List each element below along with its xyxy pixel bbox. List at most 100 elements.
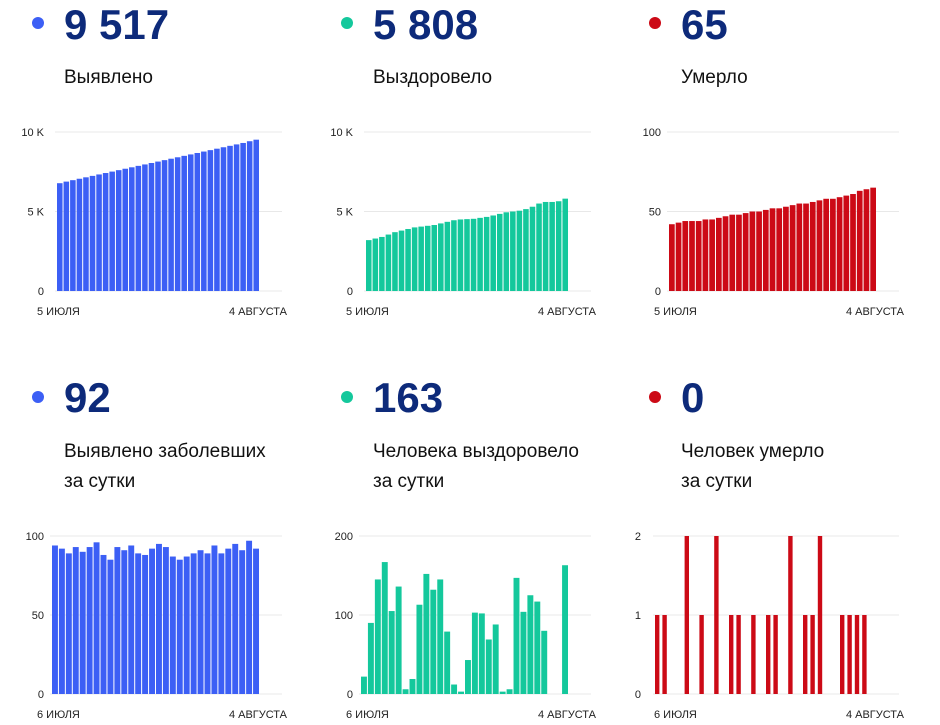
- bar: [478, 613, 485, 694]
- bar: [86, 547, 93, 694]
- y-tick-label: 0: [635, 689, 641, 701]
- bar: [253, 548, 259, 694]
- stat-label-line: за сутки: [681, 471, 753, 492]
- stat-label: Умерло: [681, 63, 748, 93]
- bar: [776, 208, 783, 291]
- bar: [218, 553, 225, 694]
- bar: [57, 183, 63, 291]
- stat-label: Выявлено: [64, 63, 153, 93]
- stat-label-line: Человека выздоровело: [373, 441, 580, 462]
- bar: [789, 205, 796, 291]
- stat-label-line: Выздоровело: [373, 67, 493, 88]
- bar: [381, 562, 388, 694]
- bar: [211, 545, 218, 694]
- y-tick-label: 100: [643, 127, 661, 139]
- bar: [783, 206, 789, 291]
- bar: [549, 201, 555, 291]
- x-end-label: 4 АВГУСТА: [229, 709, 288, 721]
- y-tick-label: 5 K: [336, 207, 353, 219]
- y-tick-label: 10 K: [330, 127, 353, 139]
- bar: [102, 173, 109, 291]
- chart-died-daily: 0 1 2 6 ИЮЛЯ 4 АВГУСТА: [635, 531, 905, 721]
- bar: [847, 615, 852, 694]
- bar: [850, 194, 856, 291]
- bar: [402, 689, 409, 694]
- stat-label: Выявлено заболевших за сутки: [64, 437, 266, 497]
- chart-detected-total: 0 5 K 10 K 5 ИЮЛЯ 4 АВГУСТА: [21, 127, 287, 318]
- bar: [418, 226, 424, 291]
- bar: [856, 190, 863, 291]
- bar: [367, 622, 374, 694]
- bar: [684, 536, 689, 694]
- bar: [870, 187, 876, 291]
- stat-value: 9 517: [64, 1, 170, 48]
- y-tick-label: 100: [335, 610, 353, 622]
- y-tick-label: 5 K: [27, 207, 44, 219]
- bar: [810, 615, 815, 694]
- legend-dot: [649, 391, 661, 403]
- bar: [239, 550, 246, 694]
- bar: [862, 615, 867, 694]
- bar: [204, 553, 211, 694]
- bar: [372, 238, 379, 291]
- bar: [796, 203, 803, 291]
- bar: [233, 144, 240, 291]
- chart-detected-daily: 0 50 100 6 ИЮЛЯ 4 АВГУСТА: [26, 531, 288, 721]
- bar: [689, 221, 695, 291]
- bar: [409, 678, 416, 694]
- stat-label: Выздоровело: [373, 63, 492, 93]
- bar: [114, 547, 121, 694]
- bar: [65, 553, 72, 694]
- bar: [458, 691, 464, 694]
- bar: [398, 230, 405, 291]
- bar: [176, 559, 183, 694]
- bar: [405, 228, 411, 291]
- stat-label-line: Выявлено: [64, 67, 153, 88]
- bar: [773, 615, 778, 694]
- stat-label-line: Выявлено заболевших: [64, 441, 266, 462]
- bar: [411, 227, 418, 291]
- x-end-label: 4 АВГУСТА: [846, 306, 905, 318]
- bar: [529, 206, 536, 291]
- x-start-label: 6 ИЮЛЯ: [37, 709, 80, 721]
- bar: [115, 170, 122, 291]
- bar: [181, 155, 187, 291]
- bar: [516, 210, 523, 291]
- stat-label: Человека выздоровело за сутки: [373, 437, 579, 497]
- y-tick-label: 0: [347, 286, 353, 298]
- stat-value: 0: [681, 374, 705, 421]
- bar: [366, 240, 372, 291]
- bar: [379, 236, 385, 291]
- bar: [840, 615, 845, 694]
- bar: [465, 660, 471, 694]
- bar: [836, 197, 843, 291]
- bar: [766, 615, 771, 694]
- bar: [669, 224, 675, 291]
- bar: [416, 604, 423, 694]
- bar: [197, 550, 204, 694]
- bar: [156, 543, 162, 694]
- x-start-label: 5 ИЮЛЯ: [346, 306, 389, 318]
- bar: [490, 215, 496, 291]
- bar: [527, 595, 534, 694]
- stat-value: 163: [373, 374, 444, 421]
- bar: [736, 615, 741, 694]
- bar: [227, 145, 233, 291]
- x-start-label: 5 ИЮЛЯ: [37, 306, 80, 318]
- bar: [523, 209, 529, 291]
- bar: [52, 545, 58, 694]
- legend-dot: [341, 391, 353, 403]
- bar: [682, 221, 689, 291]
- x-end-label: 4 АВГУСТА: [846, 709, 905, 721]
- legend-dot: [32, 17, 44, 29]
- bar: [471, 612, 478, 694]
- y-tick-label: 100: [26, 531, 44, 543]
- bar: [194, 152, 201, 291]
- bar: [756, 211, 762, 291]
- bar: [457, 219, 464, 291]
- bar: [520, 611, 527, 694]
- y-tick-label: 200: [335, 531, 353, 543]
- bar: [187, 154, 194, 291]
- bar: [214, 148, 220, 291]
- bar: [395, 586, 402, 694]
